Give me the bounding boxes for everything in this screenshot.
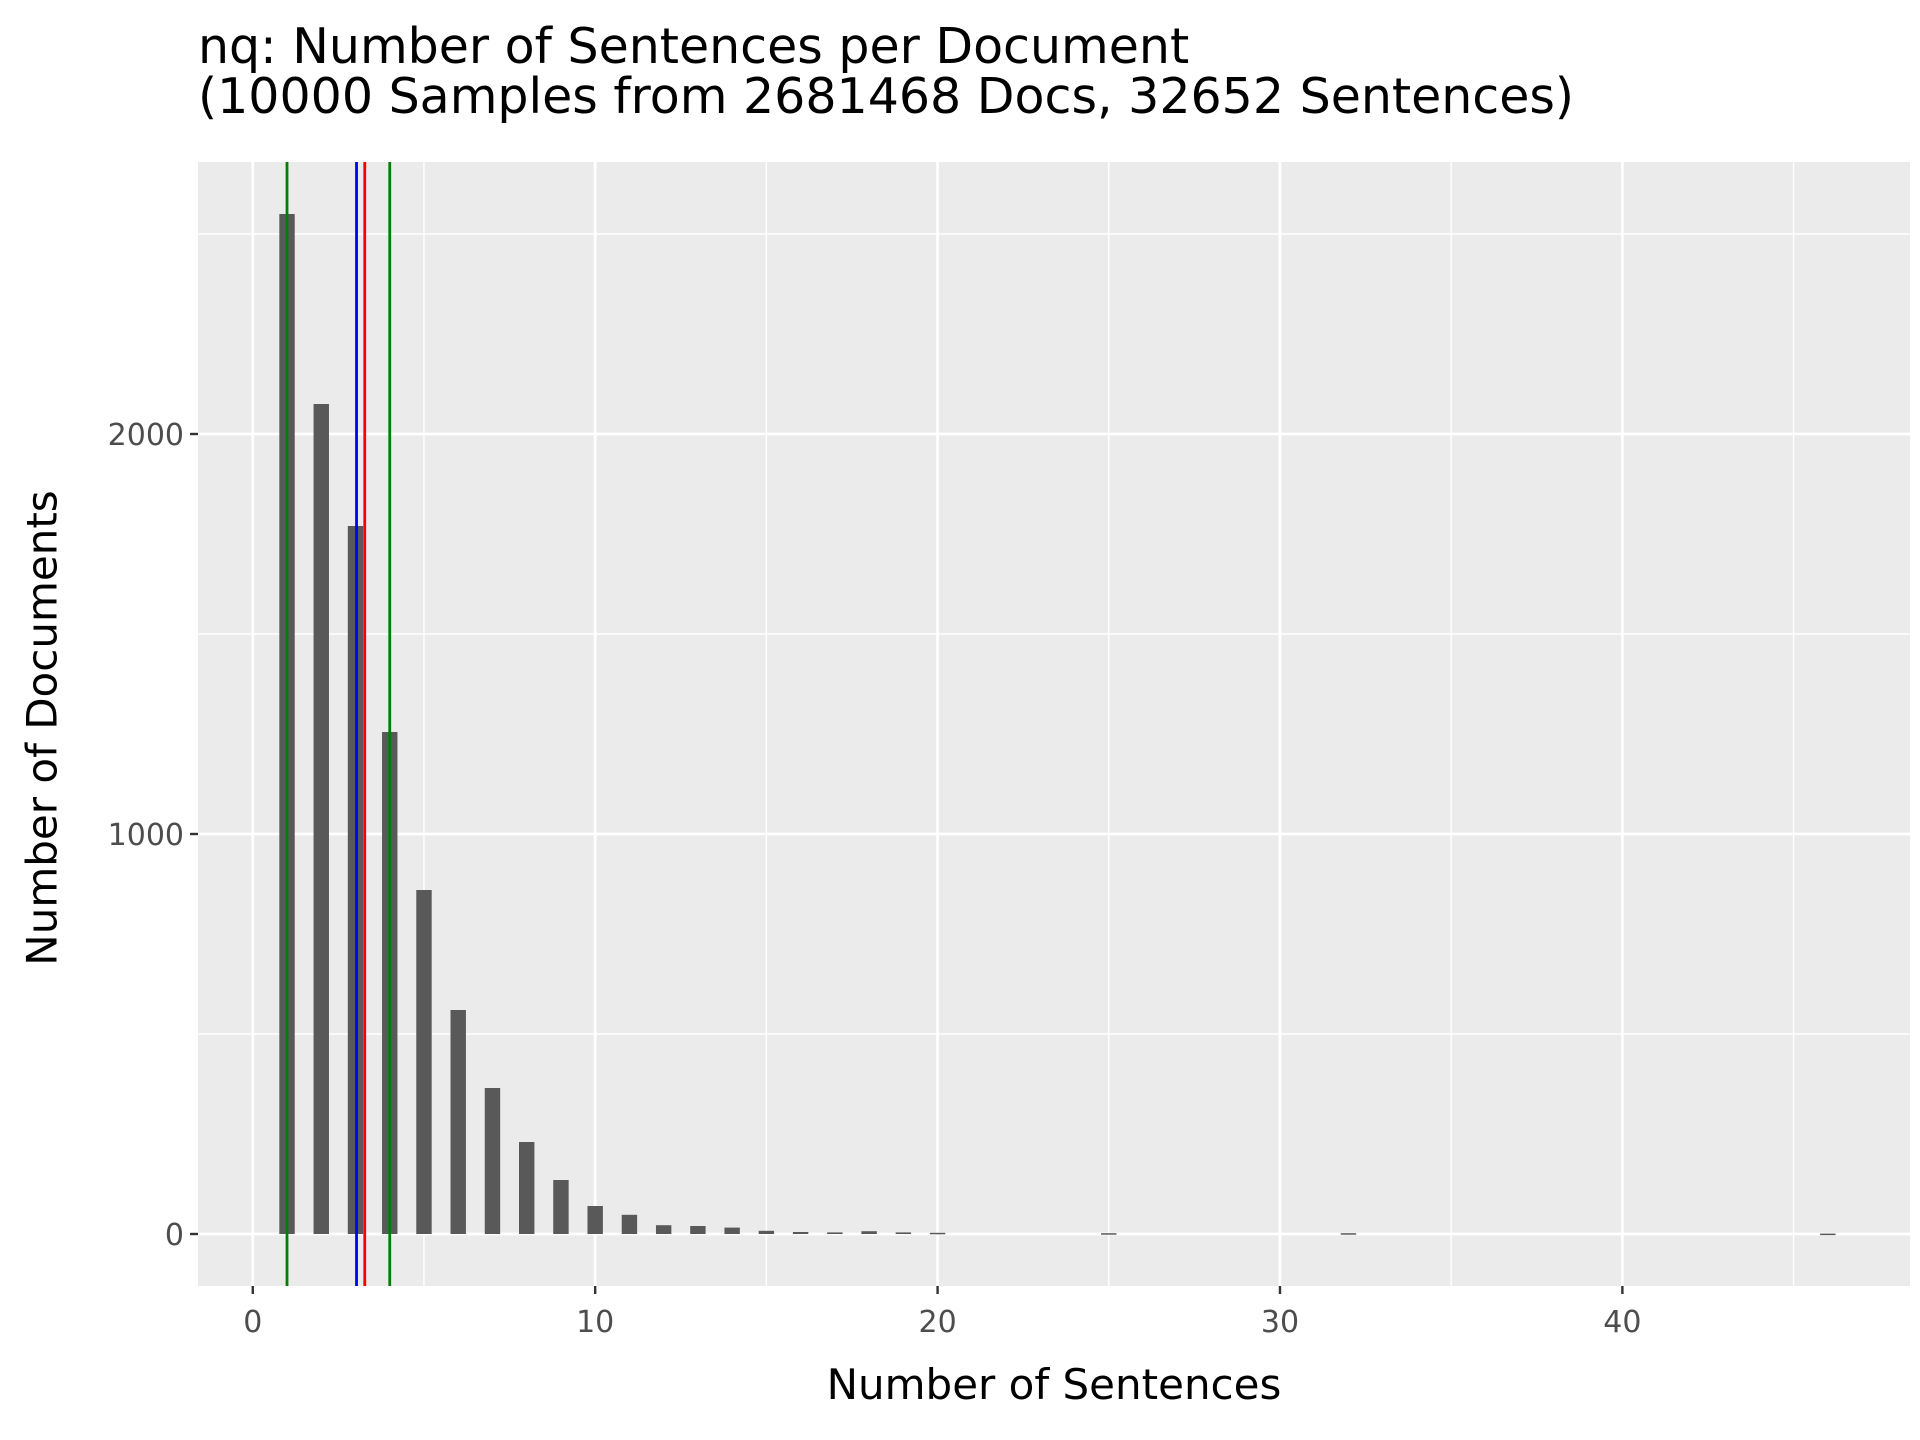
chart-subtitle: (10000 Samples from 2681468 Docs, 32652 … [198,68,1575,125]
bar [758,1230,775,1234]
bar [895,1232,912,1234]
bar [861,1231,877,1234]
bar [690,1226,706,1234]
minor-gridlines [198,162,1910,1286]
major-gridlines [198,162,1910,1286]
bar [587,1206,603,1234]
bar [1340,1233,1357,1235]
x-tick-label: 40 [1603,1305,1641,1340]
y-tick-label: 2000 [108,418,184,453]
y-tick-label: 1000 [108,818,184,853]
plot-panel [198,162,1910,1286]
bar [655,1225,672,1234]
bar [1101,1233,1117,1235]
x-tick-label: 20 [918,1305,956,1340]
bar [827,1232,843,1234]
reference-lines [285,162,392,1286]
bar [1820,1233,1836,1236]
x-tick-label: 0 [243,1305,262,1340]
x-tick-label: 10 [576,1305,614,1340]
bar [724,1227,740,1234]
bar [484,1088,501,1234]
bar [519,1142,535,1234]
bar [416,890,432,1234]
bar [313,404,329,1234]
bars [279,214,1836,1236]
chart-title: nq: Number of Sentences per Document [198,18,1190,75]
y-tick-label: 0 [165,1218,184,1253]
bar [450,1010,466,1234]
x-axis-label: Number of Sentences [826,1360,1282,1409]
x-tick-label: 30 [1261,1305,1299,1340]
bar [929,1232,946,1235]
bar [792,1232,809,1234]
bar [621,1214,638,1234]
axes: 0 10 20 30 40 0 1000 2000 [108,418,1642,1340]
bar [553,1180,569,1234]
y-axis-label: Number of Documents [17,490,67,966]
